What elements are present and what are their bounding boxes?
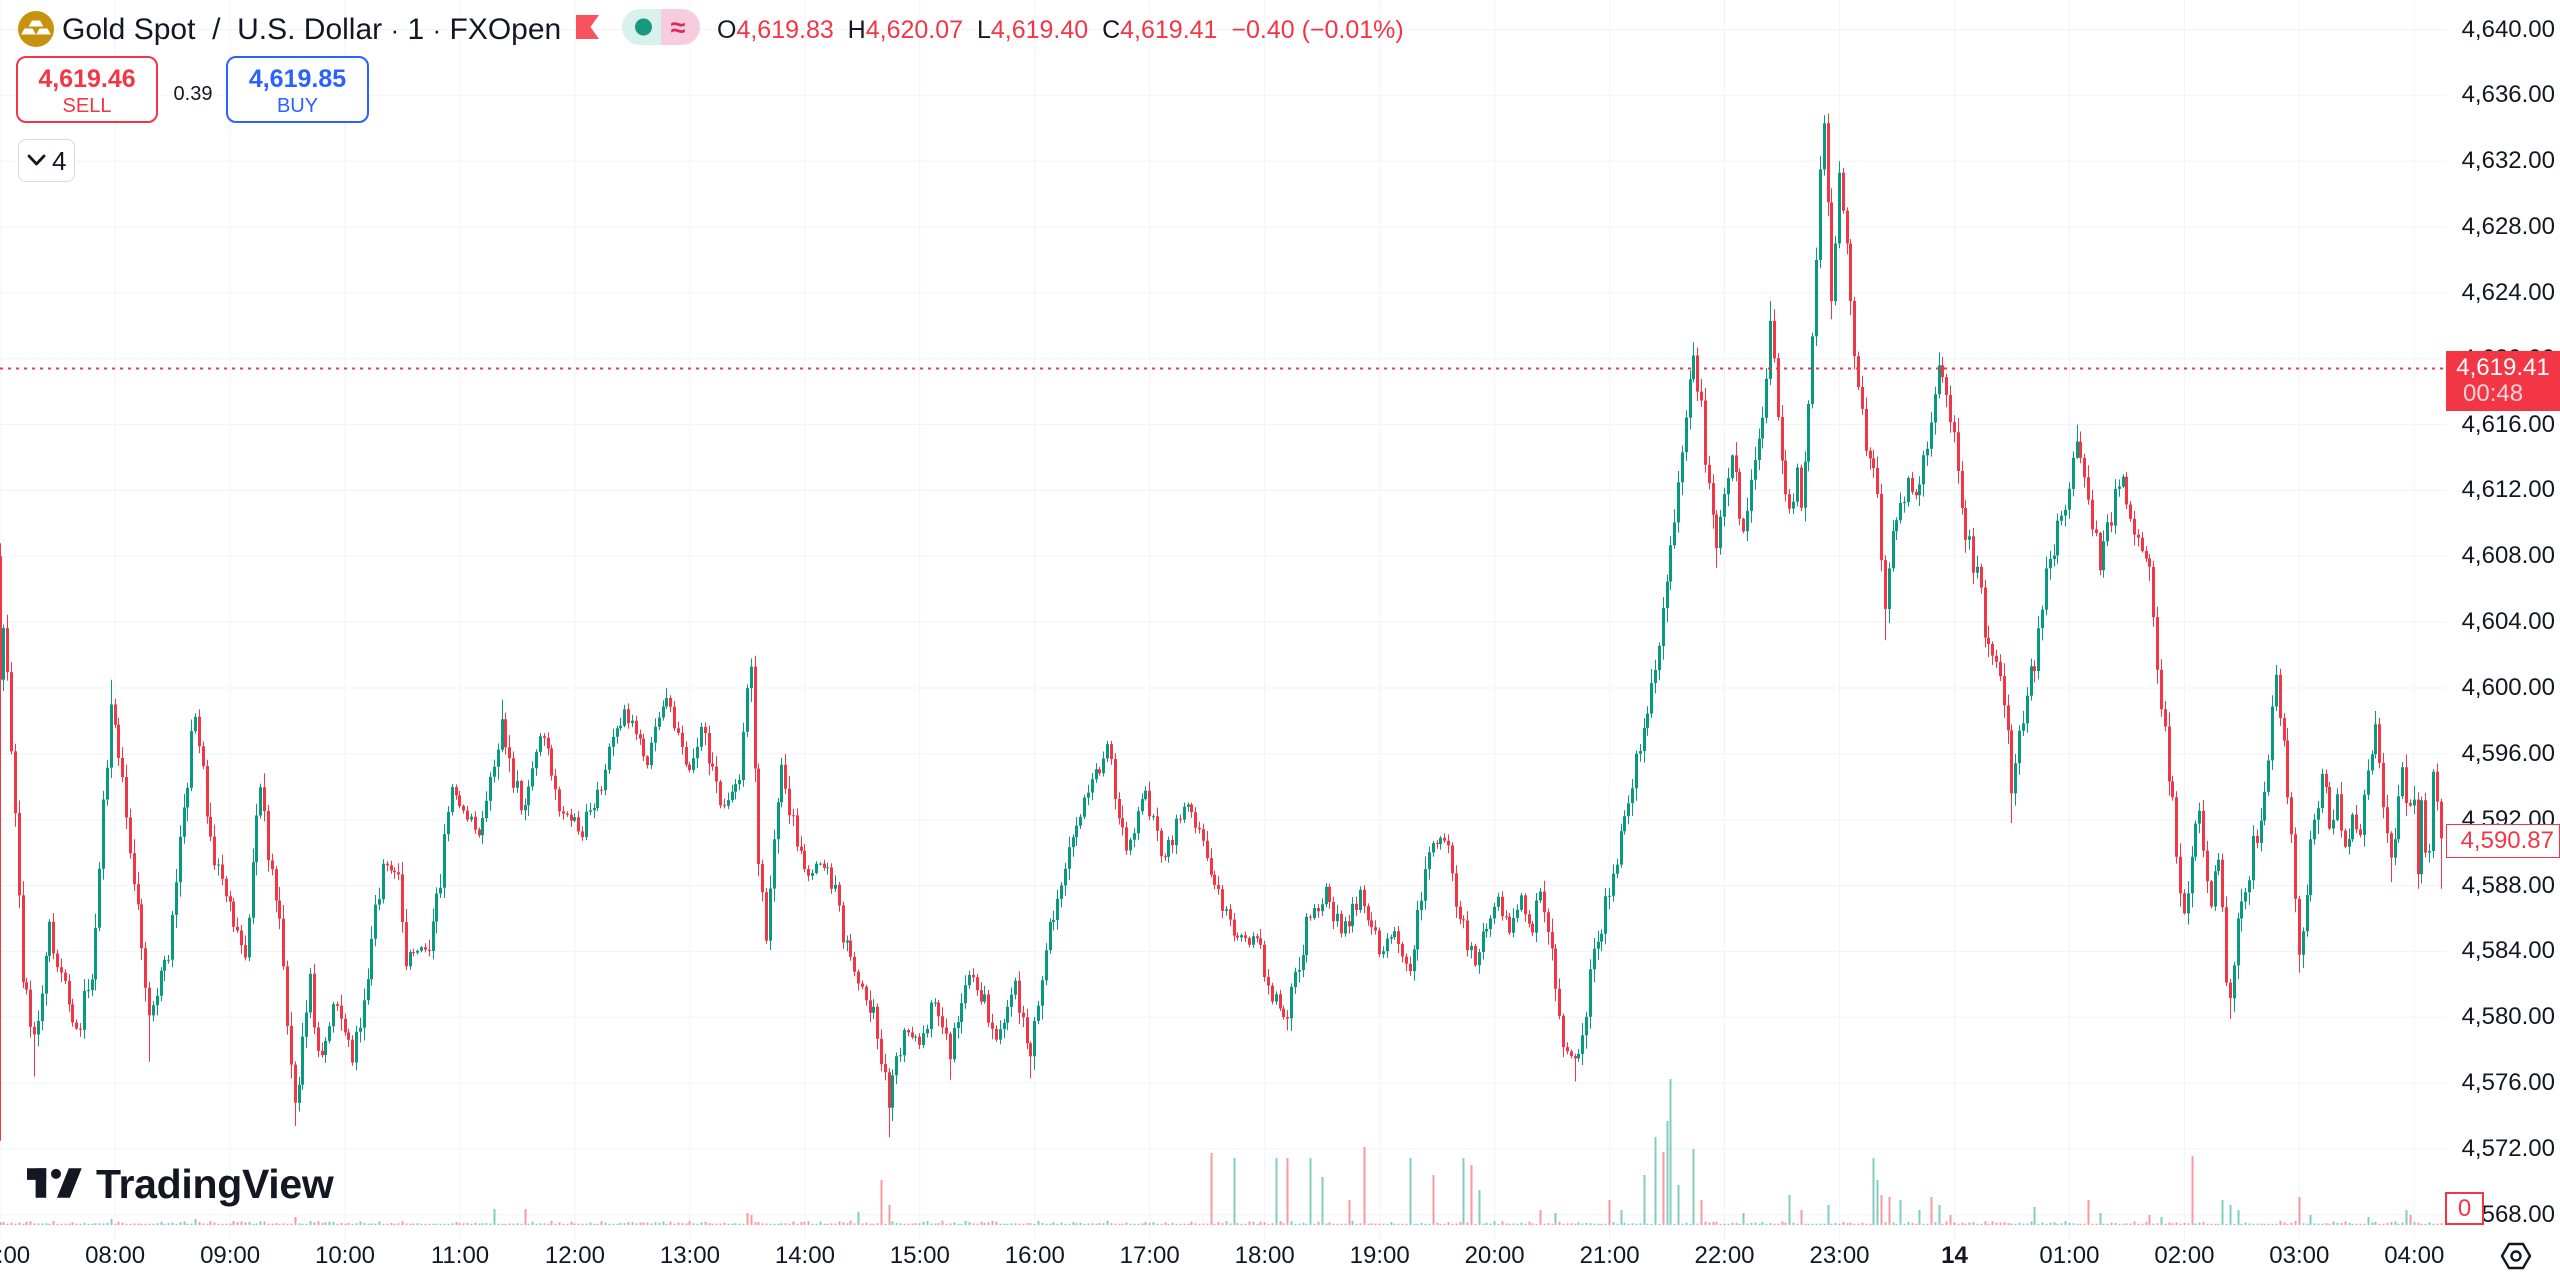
- svg-text:TradingView: TradingView: [96, 1165, 334, 1207]
- svg-text:≈: ≈: [671, 13, 686, 43]
